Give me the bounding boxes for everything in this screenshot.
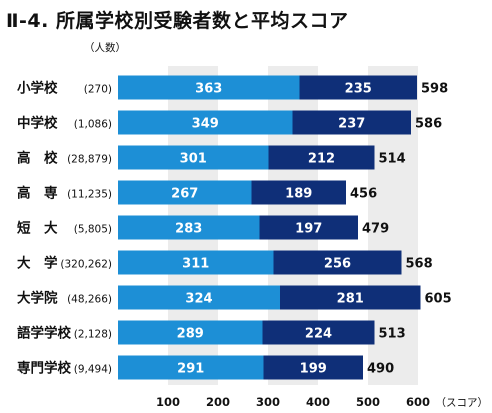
x-tick-label: 200 xyxy=(206,395,230,409)
category-label: 大学院 xyxy=(17,290,58,307)
category-count: (5,805) xyxy=(74,224,112,236)
category-label: 大 学 xyxy=(17,255,58,272)
data-label-series2: 197 xyxy=(295,222,322,237)
bar-segment-series2 xyxy=(292,110,411,135)
data-label-series2: 281 xyxy=(337,292,364,307)
category-label: 小学校 xyxy=(17,80,58,97)
bar-segment-series1 xyxy=(118,355,264,380)
bar-segment-series1 xyxy=(118,320,263,345)
category-count: (2,128) xyxy=(74,329,112,341)
category-label: 中学校 xyxy=(17,115,58,132)
bar-segment-series1 xyxy=(118,180,252,205)
data-label-series1: 301 xyxy=(180,152,207,167)
x-tick-label: 500 xyxy=(356,395,380,409)
bar-segment-series1 xyxy=(118,75,300,100)
data-label-series1: 289 xyxy=(177,327,204,342)
data-label-series2: 235 xyxy=(345,82,372,97)
bar-segment-series1 xyxy=(118,215,260,240)
category-count: (320,262) xyxy=(60,259,112,271)
bar-segment-series2 xyxy=(280,285,421,310)
category-count: (48,266) xyxy=(67,294,112,306)
x-tick-label: 100 xyxy=(156,395,180,409)
data-label-series2: 237 xyxy=(338,117,365,132)
bar-segment-series2 xyxy=(263,355,363,380)
chart-title: Ⅱ-4. 所属学校別受験者数と平均スコア xyxy=(6,10,349,32)
data-label-series1: 267 xyxy=(171,187,198,202)
count-unit-label: （人数） xyxy=(84,41,126,54)
data-label-series1: 283 xyxy=(175,222,202,237)
data-label-series1: 324 xyxy=(185,292,212,307)
total-label: 598 xyxy=(421,82,448,97)
total-label: 586 xyxy=(415,117,442,132)
data-label-series2: 212 xyxy=(308,152,335,167)
total-label: 456 xyxy=(350,187,377,202)
category-count: (270) xyxy=(84,84,112,96)
category-count: (28,879) xyxy=(67,154,112,166)
data-label-series2: 199 xyxy=(300,362,327,377)
category-label: 語学学校 xyxy=(17,325,71,342)
category-count: (9,494) xyxy=(74,364,112,376)
data-label-series1: 349 xyxy=(192,117,219,132)
category-label: 高 専 xyxy=(17,185,58,202)
x-axis: 100 200 300 400 500 600 （スコア） xyxy=(156,395,488,409)
bar-segment-series2 xyxy=(299,75,417,100)
bar-segment-series2 xyxy=(262,320,375,345)
bar-segment-series1 xyxy=(118,250,274,275)
total-label: 479 xyxy=(362,222,389,237)
bar-segment-series2 xyxy=(268,145,375,170)
total-label: 605 xyxy=(425,292,452,307)
x-axis-unit-label: （スコア） xyxy=(436,397,489,409)
data-label-series2: 256 xyxy=(324,257,351,272)
x-tick-label: 600 xyxy=(406,395,430,409)
total-label: 490 xyxy=(367,362,394,377)
category-label: 専門学校 xyxy=(17,360,71,377)
data-label-series1: 291 xyxy=(177,362,204,377)
x-tick-label: 400 xyxy=(306,395,330,409)
total-label: 513 xyxy=(379,327,406,342)
category-count: (1,086) xyxy=(74,119,112,131)
total-label: 514 xyxy=(379,152,406,167)
data-label-series1: 363 xyxy=(195,82,222,97)
data-label-series2: 224 xyxy=(305,327,332,342)
bars xyxy=(118,75,421,380)
bar-segment-series2 xyxy=(273,250,402,275)
x-tick-label: 300 xyxy=(256,395,280,409)
bar-segment-series1 xyxy=(118,110,293,135)
bar-segment-series2 xyxy=(251,180,346,205)
category-count: (11,235) xyxy=(67,189,112,201)
data-label-series1: 311 xyxy=(182,257,209,272)
labels: （人数） 363 235 598 小学校 (270) 349 237 586 中学校 (1,086)… xyxy=(17,41,452,377)
category-label: 短 大 xyxy=(17,220,58,237)
data-label-series2: 189 xyxy=(285,187,312,202)
bar-segment-series1 xyxy=(118,285,280,310)
total-label: 568 xyxy=(406,257,433,272)
bar-segment-series2 xyxy=(259,215,358,240)
bar-segment-series1 xyxy=(118,145,269,170)
category-label: 高 校 xyxy=(17,150,58,167)
